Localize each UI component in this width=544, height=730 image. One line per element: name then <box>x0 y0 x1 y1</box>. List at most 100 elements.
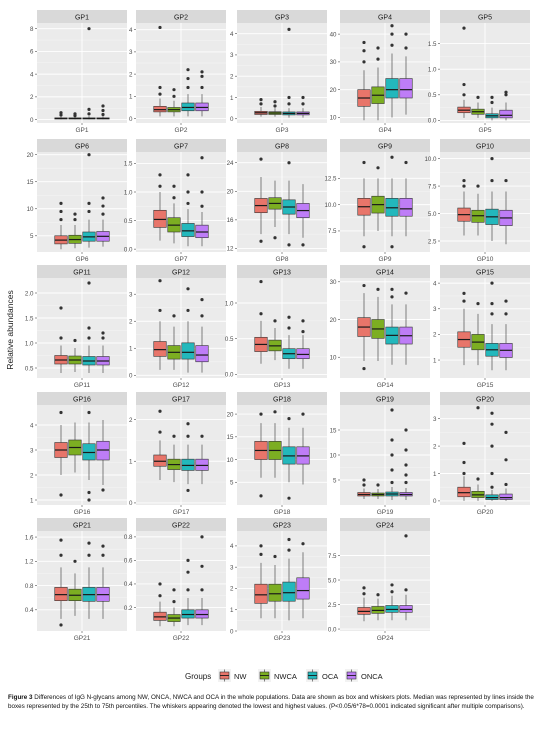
outlier-point <box>504 93 508 97</box>
facet-gp14: GP14 10 20 30 GP14 <box>330 265 430 389</box>
outlier-point <box>490 411 494 415</box>
y-tick-label: 5.0 <box>328 577 337 584</box>
outlier-point <box>87 153 91 157</box>
facet-gp19: GP19 5 10 15 GP19 <box>330 392 430 516</box>
box-nw <box>153 409 167 480</box>
outlier-point <box>186 570 190 574</box>
y-tick-label: 10 <box>27 206 34 213</box>
y-tick-label: 1 <box>30 497 34 504</box>
facet-title: GP13 <box>273 270 291 277</box>
box-oca <box>181 422 195 493</box>
y-tick-label: 30 <box>330 59 337 66</box>
outlier-point <box>158 184 162 188</box>
facet-strip <box>237 392 327 405</box>
outlier-point <box>390 32 394 36</box>
box-onca <box>399 534 413 621</box>
outlier-point <box>404 480 408 485</box>
box-nw <box>457 178 471 236</box>
outlier-point <box>287 95 291 100</box>
box-nwca <box>471 406 485 501</box>
y-tick-label: 0.0 <box>124 246 133 253</box>
y-tick-label: 0 <box>230 628 234 635</box>
box-nwca <box>68 212 82 249</box>
y-tick-label: 0 <box>433 498 437 505</box>
box-oca <box>282 27 296 118</box>
outlier-point <box>59 201 63 205</box>
outlier-point <box>172 88 176 92</box>
outlier-point <box>87 27 91 31</box>
outlier-point <box>362 49 366 53</box>
box-onca <box>399 160 413 237</box>
facet-strip <box>136 10 226 23</box>
y-tick-label: 0.5 <box>124 218 133 225</box>
outlier-point <box>59 217 63 222</box>
outlier-point <box>490 312 494 316</box>
outlier-point <box>87 107 91 111</box>
facet-title: GP19 <box>376 397 394 404</box>
outlier-point <box>462 299 466 303</box>
facet-gp10: GP10 2.5 5.0 7.5 10.0 GP10 <box>424 139 530 263</box>
outlier-point <box>87 209 91 214</box>
box-iqr <box>195 458 209 471</box>
x-tick-label: GP12 <box>173 382 190 389</box>
facet-title: GP20 <box>476 397 494 404</box>
outlier-point <box>404 448 408 452</box>
facet-strip <box>37 10 127 23</box>
outlier-point <box>273 319 277 323</box>
y-tick-label: 0.0 <box>328 626 337 633</box>
y-tick-label: 20 <box>330 317 337 324</box>
outlier-point <box>462 82 466 87</box>
outlier-point <box>404 160 408 165</box>
y-tick-label: 3 <box>433 416 437 423</box>
outlier-point <box>59 209 63 214</box>
box-onca <box>96 544 110 619</box>
outlier-point <box>59 306 63 310</box>
outlier-point <box>476 477 480 481</box>
y-tick-label: 0.2 <box>124 605 133 612</box>
y-tick-label: 3 <box>129 292 133 299</box>
outlier-point <box>200 434 204 438</box>
facet-strip <box>37 265 127 278</box>
outlier-point <box>273 236 277 240</box>
outlier-point <box>273 104 277 108</box>
outlier-point <box>59 111 63 115</box>
y-tick-label: 12.5 <box>324 176 337 183</box>
facet-strip <box>37 139 127 152</box>
outlier-point <box>404 588 408 592</box>
outlier-point <box>490 100 494 105</box>
facet-strip <box>440 139 530 152</box>
outlier-point <box>476 406 480 410</box>
box-onca <box>296 319 310 369</box>
box-nwca <box>268 554 282 619</box>
y-tick-label: 1 <box>129 94 133 101</box>
outlier-point <box>273 100 277 104</box>
outlier-point <box>287 496 291 500</box>
y-tick-label: 1.5 <box>428 41 437 48</box>
box-onca <box>195 434 209 485</box>
outlier-point <box>259 239 263 243</box>
facet-strip <box>136 392 226 405</box>
box-nw <box>254 157 268 243</box>
facet-title: GP11 <box>73 270 90 277</box>
y-tick-label: 3 <box>30 447 34 454</box>
outlier-point <box>390 453 394 457</box>
facet-strip <box>340 518 430 531</box>
x-tick-label: GP19 <box>377 509 394 516</box>
facet-gp12: GP12 0 1 2 3 GP12 <box>129 265 226 389</box>
y-tick-label: 1 <box>129 346 133 353</box>
outlier-point <box>504 458 508 462</box>
outlier-point <box>287 161 291 165</box>
box-onca <box>296 95 310 118</box>
y-tick-label: 5 <box>333 477 337 484</box>
y-tick-label: 30 <box>330 279 337 286</box>
outlier-point <box>200 70 204 74</box>
outlier-point <box>404 463 408 467</box>
facet-gp16: GP16 1 2 3 4 GP16 <box>30 392 127 516</box>
outlier-point <box>362 592 366 596</box>
outlier-point <box>376 46 380 50</box>
y-tick-label: 7.5 <box>328 553 337 560</box>
outlier-point <box>186 76 190 81</box>
outlier-point <box>390 155 394 159</box>
outlier-point <box>301 243 305 247</box>
